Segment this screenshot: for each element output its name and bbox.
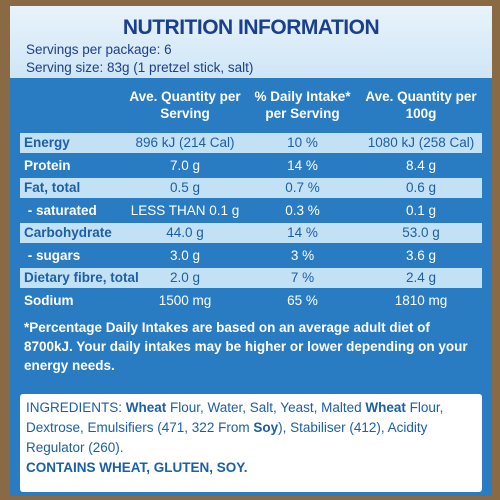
nutrient-value: 1500 mg — [158, 292, 212, 308]
nutrient-name: - sugars — [24, 247, 81, 263]
ingredient-text: Wheat — [125, 400, 167, 415]
nutrient-value: 14 % — [287, 225, 318, 240]
nutrient-value: 3.6 g — [405, 247, 437, 263]
footnote: *Percentage Daily Intakes are based on a… — [24, 320, 468, 373]
table-row: Energy 896 kJ (214 Cal) 10 % 1080 kJ (258 C… — [20, 133, 482, 153]
nutrient-value: 10 % — [287, 135, 318, 150]
title: NUTRITION INFORMATION — [122, 16, 380, 39]
nutrient-value: 65 % — [287, 292, 318, 308]
column-headers: Ave. Quantity per Serving % Daily Intake*… — [10, 84, 492, 130]
servings-per-package: Servings per package: 6 — [26, 42, 172, 57]
nutrient-value: 3.0 g — [169, 247, 201, 263]
header: NUTRITION INFORMATION Servings per packa… — [10, 6, 492, 78]
ingredient-text: Flour, Water, Salt, Yeast, Malted — [166, 400, 366, 415]
nutrient-name: Fat, total — [24, 180, 81, 195]
ingredient-text: Soy — [253, 420, 279, 435]
nutrient-value: 8.4 g — [405, 157, 437, 173]
nutrient-value: 0.5 g — [169, 180, 201, 195]
nutrition-table: Energy 896 kJ (214 Cal) 10 % 1080 kJ (258 C… — [20, 133, 482, 313]
nutrient-name: Dietary fibre, total — [24, 270, 139, 285]
ingredient-text: INGREDIENTS: — [26, 400, 126, 415]
serving-size: Serving size: 83g (1 pretzel stick, salt… — [26, 60, 254, 75]
nutrient-value: 0.7 % — [285, 180, 320, 195]
table-row: - sugars 3.0 g 3 % 3.6 g — [20, 246, 482, 266]
nutrient-value: 0.3 % — [285, 202, 320, 218]
table-row: Carbohydrate 44.0 g 14 % 53.0 g — [20, 223, 482, 243]
nutrient-value: 896 kJ (214 Cal) — [135, 135, 235, 150]
column-header: % Daily Intake* per Serving — [254, 89, 351, 121]
nutrient-name: Protein — [24, 157, 71, 173]
nutrient-value: 7.0 g — [169, 157, 201, 173]
nutrient-value: 2.0 g — [169, 270, 201, 285]
nutrient-value: 2.4 g — [405, 270, 437, 285]
allergens: CONTAINS WHEAT, GLUTEN, SOY. — [26, 460, 248, 475]
nutrient-value: 53.0 g — [402, 225, 440, 240]
table-row: Protein 7.0 g 14 % 8.4 g — [20, 156, 482, 176]
nutrient-name: Carbohydrate — [24, 225, 112, 240]
nutrition-panel: NUTRITION INFORMATION Servings per packa… — [10, 6, 492, 496]
nutrient-value: 14 % — [287, 157, 318, 173]
nutrient-name: Energy — [24, 135, 70, 150]
column-header: Ave. Quantity per Serving — [129, 89, 241, 121]
nutrient-value: 7 % — [290, 270, 315, 285]
nutrient-name: Sodium — [24, 292, 74, 308]
nutrient-value: 44.0 g — [166, 225, 204, 240]
ingredient-text: Flour, Dextrose, Emulsifiers (471, 322 F… — [26, 400, 448, 435]
table-row: Sodium 1500 mg 65 % 1810 mg — [20, 291, 482, 311]
nutrient-value: 0.1 g — [405, 202, 437, 218]
nutrient-value: 1080 kJ (258 Cal) — [367, 135, 475, 150]
column-header: Ave. Quantity per 100g — [365, 89, 477, 121]
ingredients: INGREDIENTS: Wheat Flour, Water, Salt, Y… — [26, 398, 476, 458]
nutrient-name: - saturated — [24, 202, 97, 218]
ingredient-text: ), Stabiliser (412), Acidity Regulator (… — [26, 420, 432, 455]
ingredient-text: Wheat — [365, 400, 406, 415]
table-row: Fat, total 0.5 g 0.7 % 0.6 g — [20, 178, 482, 198]
table-row: - saturated LESS THAN 0.1 g 0.3 % 0.1 g — [20, 201, 482, 221]
nutrient-value: LESS THAN 0.1 g — [130, 202, 240, 218]
ingredients-box: INGREDIENTS: Wheat Flour, Water, Salt, Y… — [20, 394, 482, 492]
nutrient-value: 1810 mg — [394, 292, 448, 308]
table-row: Dietary fibre, total 2.0 g 7 % 2.4 g — [20, 268, 482, 288]
nutrient-value: 0.6 g — [405, 180, 437, 195]
nutrient-value: 3 % — [290, 247, 315, 263]
